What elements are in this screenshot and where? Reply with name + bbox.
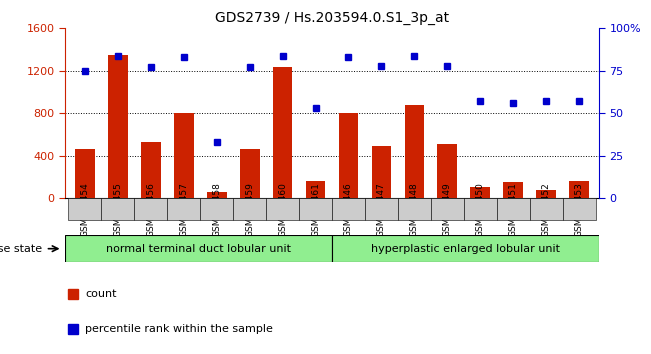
Bar — [569, 181, 589, 198]
Bar — [108, 55, 128, 198]
Text: GSM177448: GSM177448 — [410, 182, 419, 237]
Bar — [404, 105, 424, 198]
FancyBboxPatch shape — [332, 198, 365, 220]
Bar — [75, 149, 95, 198]
FancyBboxPatch shape — [365, 198, 398, 220]
FancyBboxPatch shape — [530, 198, 562, 220]
Bar — [437, 144, 457, 198]
Text: GSM177455: GSM177455 — [113, 182, 122, 237]
FancyBboxPatch shape — [233, 198, 266, 220]
FancyBboxPatch shape — [431, 198, 464, 220]
Bar — [503, 182, 523, 198]
Bar — [65, 235, 332, 262]
Bar — [332, 235, 599, 262]
Text: GSM177458: GSM177458 — [212, 182, 221, 237]
Bar — [339, 113, 358, 198]
Bar — [141, 142, 161, 198]
Text: GSM177459: GSM177459 — [245, 182, 254, 237]
FancyBboxPatch shape — [201, 198, 233, 220]
Text: hyperplastic enlarged lobular unit: hyperplastic enlarged lobular unit — [371, 244, 560, 254]
Bar — [372, 146, 391, 198]
Text: GSM177446: GSM177446 — [344, 182, 353, 237]
Title: GDS2739 / Hs.203594.0.S1_3p_at: GDS2739 / Hs.203594.0.S1_3p_at — [215, 11, 449, 24]
Text: GSM177454: GSM177454 — [80, 182, 89, 237]
Text: GSM177449: GSM177449 — [443, 182, 452, 237]
Text: GSM177451: GSM177451 — [508, 182, 518, 237]
FancyBboxPatch shape — [167, 198, 201, 220]
FancyBboxPatch shape — [497, 198, 530, 220]
Text: GSM177461: GSM177461 — [311, 182, 320, 237]
FancyBboxPatch shape — [299, 198, 332, 220]
FancyBboxPatch shape — [68, 198, 102, 220]
Bar — [306, 181, 326, 198]
Bar — [174, 113, 193, 198]
FancyBboxPatch shape — [266, 198, 299, 220]
Text: percentile rank within the sample: percentile rank within the sample — [85, 324, 273, 334]
Text: GSM177456: GSM177456 — [146, 182, 156, 237]
Text: GSM177457: GSM177457 — [179, 182, 188, 237]
Text: count: count — [85, 289, 117, 299]
Text: GSM177450: GSM177450 — [476, 182, 485, 237]
FancyBboxPatch shape — [562, 198, 596, 220]
Text: normal terminal duct lobular unit: normal terminal duct lobular unit — [106, 244, 291, 254]
FancyBboxPatch shape — [102, 198, 134, 220]
Text: GSM177452: GSM177452 — [542, 182, 551, 237]
Bar — [273, 67, 292, 198]
Text: disease state: disease state — [0, 244, 42, 254]
FancyBboxPatch shape — [134, 198, 167, 220]
Bar — [240, 149, 260, 198]
Bar — [471, 187, 490, 198]
FancyBboxPatch shape — [398, 198, 431, 220]
Bar — [207, 193, 227, 198]
Bar — [536, 190, 556, 198]
Text: GSM177447: GSM177447 — [377, 182, 386, 237]
Text: GSM177460: GSM177460 — [278, 182, 287, 237]
Text: GSM177453: GSM177453 — [575, 182, 584, 237]
FancyBboxPatch shape — [464, 198, 497, 220]
